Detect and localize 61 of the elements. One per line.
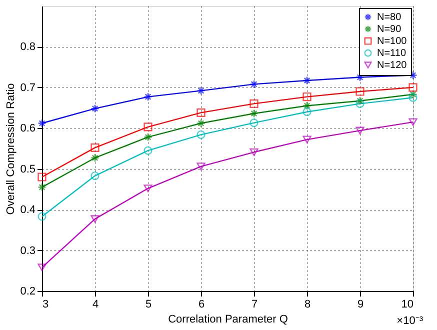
point: [38, 212, 46, 221]
x-tick-label: 3: [42, 298, 49, 310]
point: [408, 90, 418, 99]
point: [90, 215, 100, 223]
point: [356, 96, 364, 106]
point: [250, 99, 258, 108]
y-tick-label: 0.4: [20, 204, 36, 216]
point: [38, 264, 46, 272]
x-tick-label: 6: [198, 298, 205, 310]
point: [302, 108, 312, 116]
point: [144, 122, 152, 132]
legend-label: N=90: [377, 24, 402, 35]
point: [144, 146, 152, 155]
point: [408, 118, 418, 126]
point: [356, 87, 364, 96]
point: [302, 136, 312, 144]
y-tick-label: 0.5: [20, 163, 36, 176]
point: [250, 118, 258, 128]
y-tick-label: 0.3: [20, 244, 36, 257]
point: [38, 182, 46, 192]
point: [408, 83, 418, 92]
x-axis-title: Correlation Parameter Q: [168, 314, 288, 326]
point: [196, 86, 206, 95]
point: [196, 118, 206, 128]
y-tick-label: 0.2: [20, 286, 36, 298]
x-tick-label: 4: [92, 298, 99, 310]
point: [38, 172, 46, 182]
point: [196, 130, 206, 139]
text: ×10⁻³: [396, 315, 424, 327]
x-tick-label: 9: [357, 298, 364, 310]
x-tick-label: 5: [145, 298, 152, 310]
point: [408, 93, 418, 102]
point: [196, 108, 206, 117]
point: [196, 162, 206, 170]
x-tick-label: 8: [304, 298, 311, 310]
point: [144, 184, 152, 192]
point: [144, 132, 152, 142]
point: [302, 92, 312, 102]
point: [90, 171, 100, 180]
point: [90, 143, 100, 152]
point: [90, 154, 100, 162]
legend-label: N=100: [377, 36, 408, 47]
point: [302, 76, 312, 85]
point: [250, 80, 258, 88]
y-axis-title: Overall Compression Ratio: [5, 83, 18, 215]
point: [38, 118, 46, 128]
point: [144, 92, 152, 102]
point: [356, 99, 364, 108]
point: [90, 104, 100, 113]
point: [356, 126, 364, 134]
legend-label: N=110: [377, 48, 406, 59]
y-tick-label: 0.7: [20, 82, 36, 94]
legend-label: N=120: [377, 60, 408, 71]
point: [250, 148, 258, 156]
legend-label: N=80: [377, 12, 402, 23]
y-tick-label: 0.8: [20, 41, 36, 54]
x-tick-label: 10: [401, 298, 414, 310]
point: [250, 109, 258, 118]
x-tick-label: 7: [251, 298, 258, 310]
point: [302, 101, 312, 110]
y-tick-label: 0.6: [20, 122, 36, 135]
